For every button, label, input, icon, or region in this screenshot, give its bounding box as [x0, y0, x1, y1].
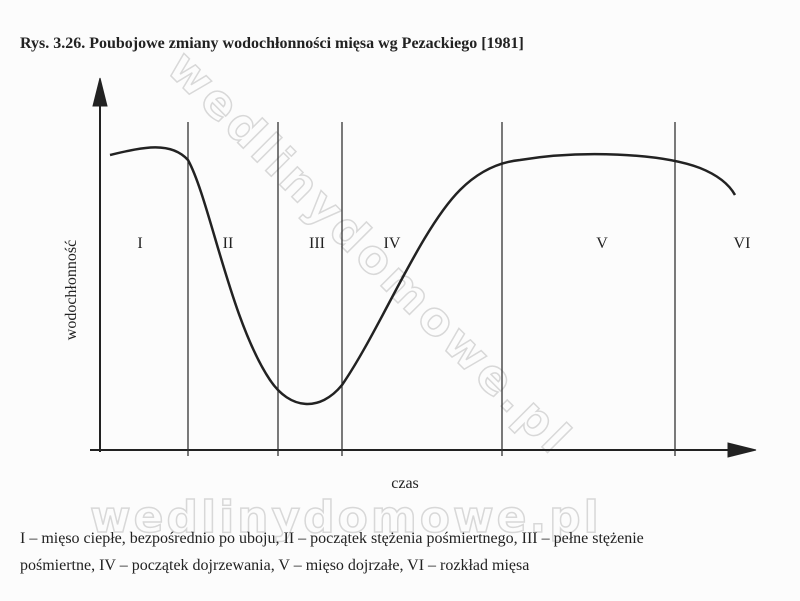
y-axis-label: wodochłonność [63, 240, 80, 340]
zone-label: II [223, 235, 234, 252]
water-capacity-curve [109, 146, 737, 406]
zone-label: VI [734, 235, 751, 252]
axes [90, 77, 757, 458]
x-axis-label: czas [391, 475, 419, 492]
y-arrow [92, 77, 108, 107]
caption-line: pośmiertne, IV – początek dojrzewania, V… [20, 557, 529, 574]
zone-label: III [309, 235, 325, 252]
figure-title: Rys. 3.26. Poubojowe zmiany wodochłonnoś… [20, 35, 524, 52]
zone-label: V [596, 235, 608, 252]
zone-label: IV [384, 235, 401, 252]
x-arrow [727, 442, 757, 458]
zones: I II III IV V VI [137, 122, 750, 456]
watermark-horizontal: wedlinydomowe.pl [90, 492, 602, 543]
caption-line: I – mięso ciepłe, bezpośrednio po uboju,… [20, 530, 644, 547]
zone-label: I [137, 235, 142, 252]
